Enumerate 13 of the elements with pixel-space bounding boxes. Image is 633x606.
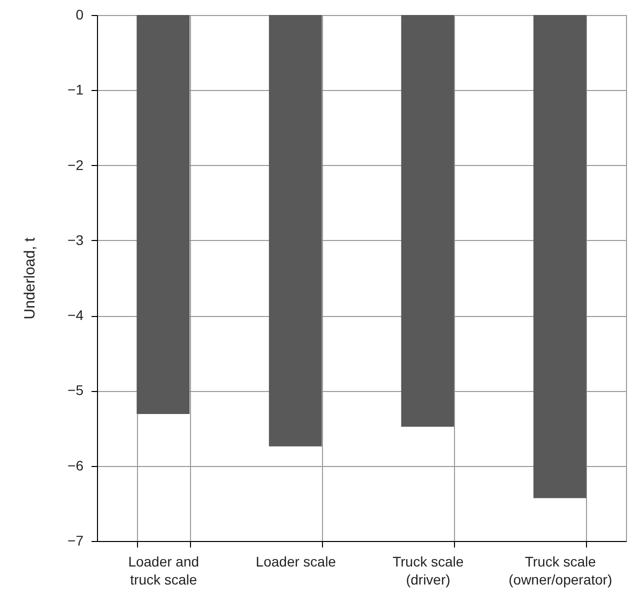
x-tick-label: Truck scale (driver) xyxy=(392,554,464,588)
y-tick-label: −3 xyxy=(68,232,84,248)
x-tick-label: Loader and truck scale xyxy=(128,554,200,588)
y-tick-label: −1 xyxy=(68,82,84,98)
y-tick-label: −5 xyxy=(68,382,84,398)
y-tick-label: −2 xyxy=(68,156,84,173)
y-tick-label: 0 xyxy=(76,6,84,22)
x-tick-label: Truck scale (owner/operator) xyxy=(508,554,612,588)
y-tick-label: −7 xyxy=(68,532,84,548)
y-axis-title: Underload, t xyxy=(22,236,39,320)
y-tick-label: −6 xyxy=(68,457,84,474)
y-tick-label: −4 xyxy=(68,307,84,324)
x-tick-label: Loader scale xyxy=(256,554,336,570)
